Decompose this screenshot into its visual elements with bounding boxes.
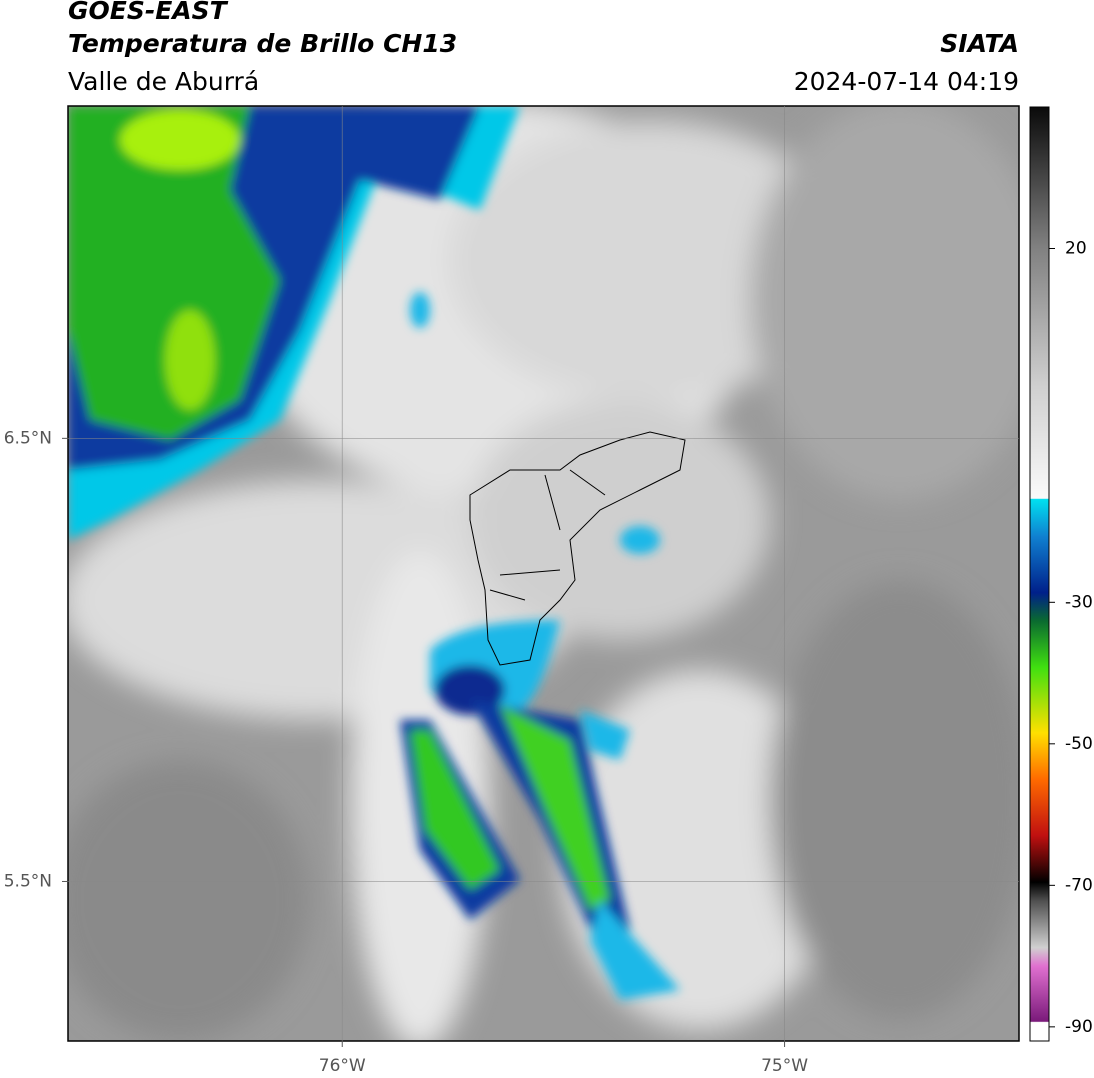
- colorbar-tick-label: -90: [1065, 1017, 1093, 1037]
- colorbar-tick-label: -50: [1065, 734, 1093, 754]
- colorbar-tick-label: -30: [1065, 592, 1093, 612]
- region: Valle de Aburrá: [68, 67, 259, 96]
- valley-boundary: [469, 431, 686, 666]
- y-tick-label: 6.5°N: [4, 428, 52, 448]
- satellite-image: [68, 106, 1019, 1041]
- colorbar: [1029, 106, 1050, 1042]
- map-frame: [67, 105, 1020, 1042]
- source: SIATA: [940, 29, 1019, 58]
- subtitle: Temperatura de Brillo CH13: [68, 29, 457, 58]
- y-tick-label: 5.5°N: [4, 871, 52, 891]
- colorbar-tick-label: -70: [1065, 875, 1093, 895]
- title: GOES-EAST: [68, 0, 229, 25]
- datetime: 2024-07-14 04:19: [794, 67, 1019, 96]
- colorbar-tick-label: 20: [1065, 239, 1087, 259]
- x-tick-label: 76°W: [319, 1056, 366, 1076]
- x-tick-label: 75°W: [761, 1056, 808, 1076]
